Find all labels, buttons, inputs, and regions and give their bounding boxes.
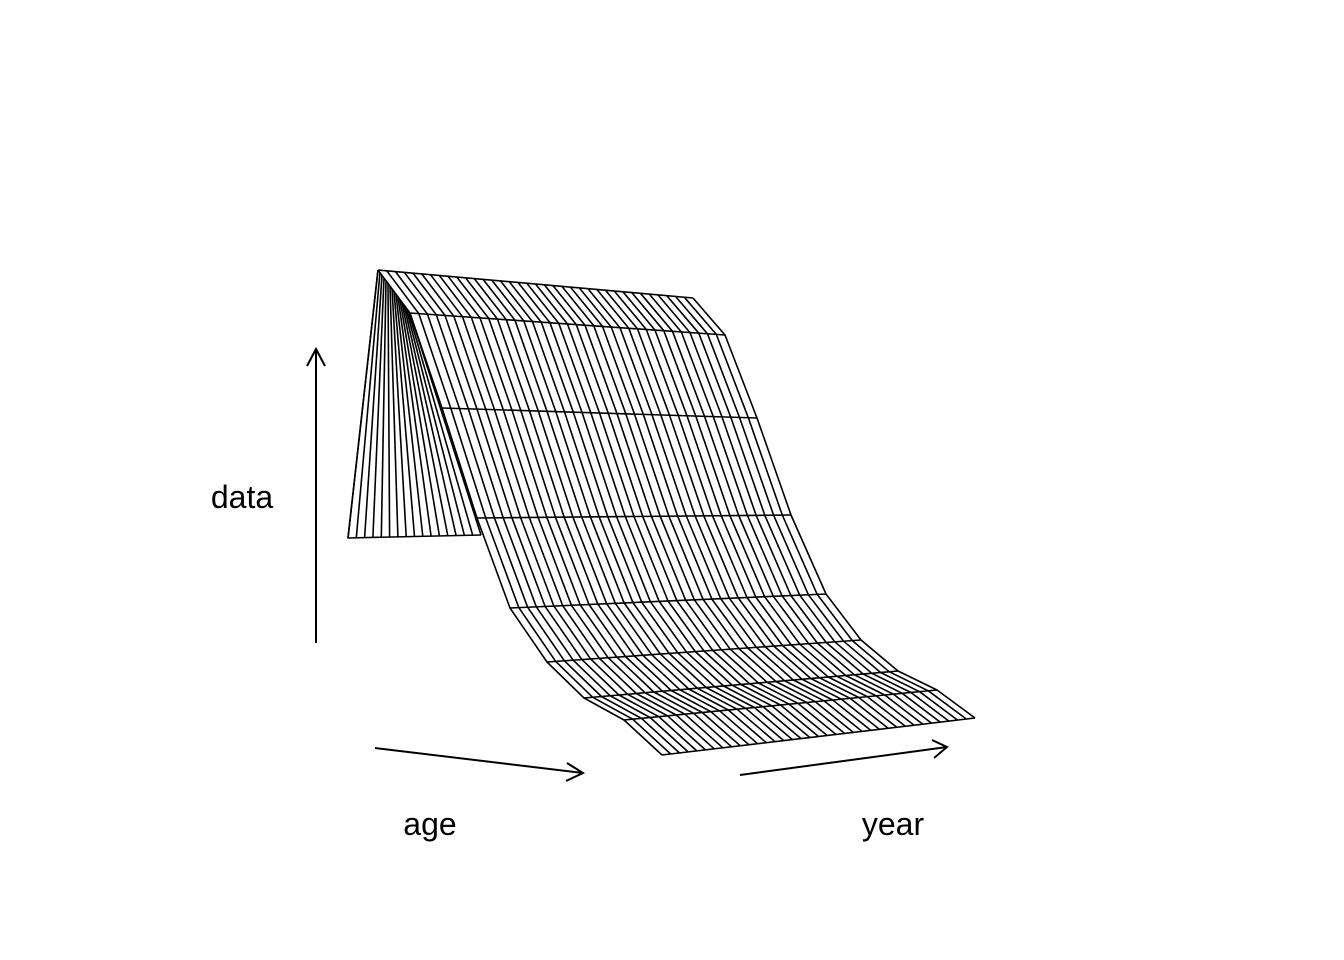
year-grid-line bbox=[613, 290, 898, 728]
year-axis-arrow bbox=[739, 739, 949, 776]
wall-line bbox=[405, 307, 466, 536]
year-grid-line bbox=[674, 295, 959, 721]
z-axis-arrow bbox=[306, 346, 326, 643]
year-grid-line bbox=[482, 278, 767, 744]
year-grid-line bbox=[394, 271, 680, 754]
wall-line bbox=[399, 299, 441, 537]
wall-line bbox=[393, 291, 416, 537]
year-grid-line bbox=[438, 274, 724, 749]
year-grid-line bbox=[534, 283, 820, 738]
wall-line bbox=[391, 288, 407, 537]
wall-line bbox=[395, 294, 424, 537]
year-grid-line bbox=[526, 282, 811, 739]
year-grid-line bbox=[622, 291, 906, 727]
wall-outline bbox=[347, 269, 482, 539]
surface-mesh bbox=[347, 269, 976, 756]
year-grid-line bbox=[508, 281, 793, 741]
wall-line bbox=[397, 296, 432, 537]
year-grid-line bbox=[692, 297, 976, 719]
wall-line bbox=[387, 283, 391, 538]
wall-line bbox=[380, 280, 387, 538]
year-grid-line bbox=[639, 292, 924, 725]
wall-line bbox=[372, 278, 385, 538]
year-grid-line bbox=[377, 269, 663, 756]
wall-line bbox=[401, 302, 449, 536]
wall-line bbox=[355, 272, 381, 538]
x-axis-label: age bbox=[403, 806, 456, 842]
year-grid-line bbox=[464, 277, 750, 746]
wall-line bbox=[403, 304, 457, 536]
year-grid-line bbox=[569, 286, 854, 734]
year-grid-line bbox=[552, 285, 837, 736]
year-grid-line bbox=[604, 289, 889, 729]
year-grid-line bbox=[561, 285, 846, 735]
year-grid-line bbox=[578, 287, 863, 733]
year-grid-line bbox=[648, 293, 932, 724]
year-grid-line bbox=[683, 296, 967, 720]
year-grid-line bbox=[499, 280, 785, 742]
y-axis-label: year bbox=[862, 806, 925, 842]
year-grid-line bbox=[412, 272, 698, 752]
year-grid-line bbox=[596, 288, 880, 730]
year-grid-line bbox=[473, 278, 759, 745]
year-grid-line bbox=[666, 295, 950, 722]
wall-line bbox=[363, 275, 383, 538]
year-grid-line bbox=[491, 279, 776, 743]
year-grid-line bbox=[456, 276, 741, 747]
year-grid-line bbox=[587, 288, 872, 731]
year-grid-line bbox=[447, 275, 733, 748]
year-grid-line bbox=[429, 274, 715, 750]
year-grid-line bbox=[386, 270, 672, 755]
year-grid-line bbox=[631, 292, 915, 726]
year-grid-line bbox=[543, 284, 828, 737]
z-axis-label: data bbox=[211, 479, 273, 515]
year-grid-line bbox=[657, 294, 941, 723]
wall-line bbox=[407, 310, 474, 536]
year-grid-line bbox=[403, 271, 689, 753]
year-grid-line bbox=[421, 273, 707, 751]
age-axis-arrow bbox=[374, 747, 586, 782]
year-grid-line bbox=[517, 281, 802, 740]
wall-line bbox=[389, 286, 399, 537]
